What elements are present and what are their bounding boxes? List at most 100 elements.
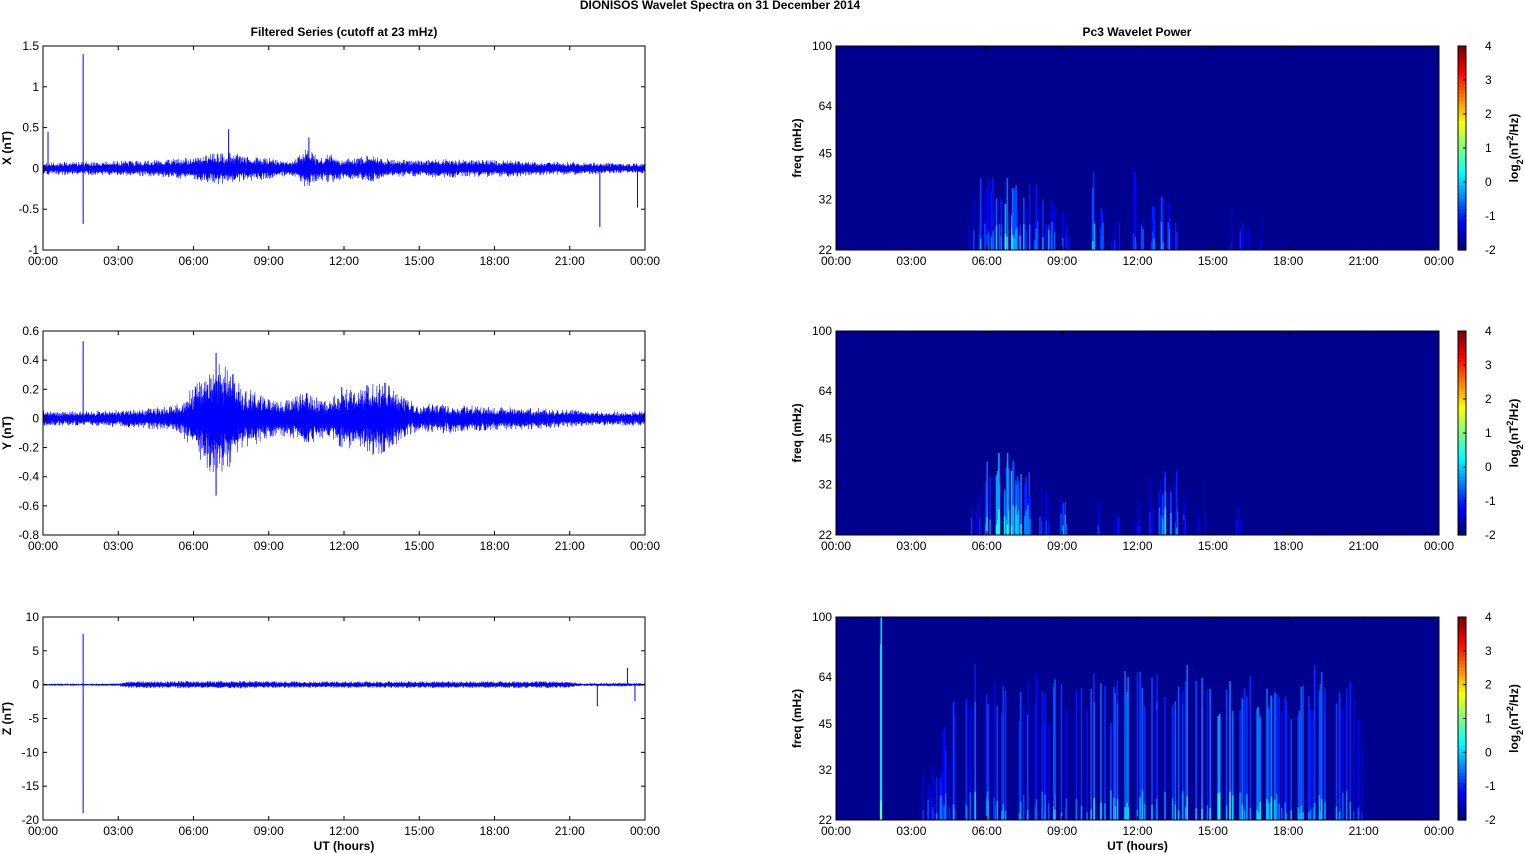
power-streak <box>1285 700 1288 820</box>
colorbar-segment <box>1458 501 1466 505</box>
power-streak-base <box>995 225 998 250</box>
power-streak-base <box>969 792 972 820</box>
y-axis-label: Y (nT) <box>0 416 14 450</box>
colorbar-segment <box>1458 168 1466 173</box>
power-streak-base <box>1016 514 1019 535</box>
colorbar-tick-label: 3 <box>1485 73 1492 87</box>
power-streak-base <box>1197 516 1200 535</box>
y-tick-label: 45 <box>819 147 833 161</box>
colorbar-label-part: 2 <box>1505 421 1515 426</box>
x-tick-label: 03:00 <box>896 254 926 268</box>
power-streak-base <box>1040 521 1043 535</box>
colorbar-segment <box>1458 354 1466 359</box>
power-streak-base <box>1004 234 1007 250</box>
power-streak-base <box>1028 224 1031 250</box>
power-streak-base <box>1114 806 1116 820</box>
colorbar-tick-label: 0 <box>1485 175 1492 189</box>
colorbar-segment <box>1458 117 1466 122</box>
power-streak-base <box>1266 798 1268 820</box>
power-streak <box>1117 211 1120 250</box>
colorbar-segment <box>1458 759 1466 764</box>
colorbar-segment <box>1458 222 1466 227</box>
y-tick-label: 1.5 <box>22 39 39 53</box>
colorbar-segment <box>1458 202 1466 207</box>
power-streak-base <box>1302 812 1304 820</box>
y-tick-label: -0.2 <box>18 441 39 455</box>
power-streak <box>1318 691 1321 820</box>
colorbar-segment <box>1458 154 1466 159</box>
colorbar-segment <box>1458 732 1466 737</box>
power-streak-base <box>1361 813 1363 820</box>
colorbar-segment <box>1458 813 1466 818</box>
colorbar-segment <box>1458 80 1466 84</box>
power-streak <box>1028 184 1031 250</box>
colorbar-segment <box>1458 443 1466 448</box>
power-streak <box>1239 709 1241 820</box>
colorbar-segment <box>1458 405 1466 410</box>
power-streak-base <box>1080 805 1083 820</box>
colorbar-segment <box>1458 195 1466 200</box>
x-tick-label: 06:00 <box>972 539 1002 553</box>
colorbar-segment <box>1458 103 1466 108</box>
power-streak <box>1274 692 1276 820</box>
power-streak <box>948 758 951 820</box>
colorbar-tick-label: -2 <box>1485 243 1496 257</box>
x-tick-label: 06:00 <box>178 539 208 553</box>
power-streak <box>998 453 1000 535</box>
colorbar-segment <box>1458 742 1466 747</box>
colorbar-segment <box>1458 436 1466 441</box>
colorbar-segment <box>1458 497 1466 502</box>
power-streak <box>986 187 988 250</box>
power-streak <box>1266 688 1268 820</box>
timeseries-panel-y: 0.6 0.4 0.2 0 -0.2 -0.4 -0.6 -0.8 Y (nT) 00:00 03:… <box>0 324 660 553</box>
colorbar-segment <box>1458 518 1466 522</box>
power-streak-base <box>1345 790 1348 820</box>
power-streak-base <box>1019 235 1021 250</box>
colorbar-segment <box>1458 786 1466 791</box>
power-streak <box>1019 692 1022 820</box>
colorbar-segment <box>1458 199 1466 203</box>
power-streak-base <box>1236 519 1238 535</box>
power-streak-base <box>1060 812 1063 820</box>
power-streak <box>1177 686 1180 820</box>
power-streak-base <box>1117 516 1120 535</box>
heatmap-background <box>836 46 1439 250</box>
power-streak <box>1022 705 1025 820</box>
power-streak <box>1080 687 1083 820</box>
power-streak <box>1308 696 1310 820</box>
power-streak-base <box>1353 811 1355 820</box>
colorbar-segment <box>1458 664 1466 669</box>
x-tick-label: 12:00 <box>1122 824 1152 838</box>
colorbar-segment <box>1458 782 1466 787</box>
colorbar-segment <box>1458 456 1466 461</box>
colorbar-segment <box>1458 674 1466 679</box>
colorbar-segment <box>1458 755 1466 760</box>
power-streak-base <box>1164 507 1167 535</box>
power-streak-base <box>1160 221 1163 250</box>
x-tick-label: 06:00 <box>178 254 208 268</box>
power-streak <box>1086 708 1088 820</box>
power-streak <box>1270 695 1273 820</box>
colorbar-segment <box>1458 233 1466 237</box>
colorbar-tick-label: 4 <box>1485 324 1492 338</box>
power-streak <box>1134 172 1136 250</box>
colorbar-segment <box>1458 182 1466 186</box>
colorbar-segment <box>1458 63 1466 67</box>
power-streak <box>922 770 924 820</box>
power-streak <box>1278 696 1280 820</box>
power-streak <box>1312 710 1315 820</box>
power-streak <box>1361 745 1363 820</box>
power-streak <box>1297 715 1300 820</box>
power-streak-base <box>1285 812 1288 820</box>
y-tick-label: 64 <box>819 670 833 684</box>
colorbar-segment <box>1458 704 1466 709</box>
power-streak <box>1006 178 1009 250</box>
power-streak-base <box>1006 236 1009 250</box>
power-streak <box>1029 497 1031 535</box>
power-streak-base <box>1027 505 1029 535</box>
colorbar-tick-label: 4 <box>1485 610 1492 624</box>
y-tick-label: -0.8 <box>18 528 39 542</box>
y-tick-label: 32 <box>819 478 833 492</box>
